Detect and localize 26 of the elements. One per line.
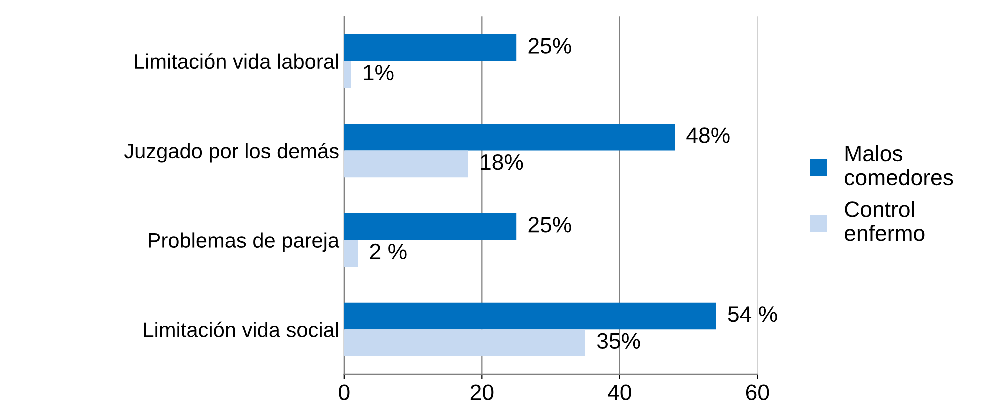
x-tick-label: 60 — [746, 384, 770, 400]
data-label: 18% — [481, 154, 524, 170]
y-tick-label: Limitación vida laboral — [135, 54, 338, 70]
y-tick-label: Juzgado por los demás — [124, 143, 339, 163]
data-label: 2 % — [370, 244, 407, 260]
data-label: 54 % — [728, 306, 778, 322]
y-tick-label: Problemas de pareja — [149, 232, 340, 252]
bar — [344, 213, 517, 240]
bar — [344, 330, 586, 357]
data-label: 25% — [528, 38, 572, 54]
x-tick-label: 40 — [608, 384, 632, 400]
data-label: 25% — [528, 217, 572, 233]
bar — [344, 34, 517, 62]
bar — [344, 124, 676, 151]
bar — [344, 150, 468, 178]
bar — [344, 302, 716, 330]
bar — [344, 61, 352, 88]
data-label: 35% — [597, 333, 640, 350]
y-tick-label: Limitación vida social — [144, 322, 338, 338]
data-label: 48% — [686, 128, 730, 144]
legend-label: Control enfermo — [845, 201, 925, 242]
data-label: 1% — [364, 65, 394, 81]
x-tick-label: 20 — [470, 384, 494, 400]
legend-label: Malos comedores — [845, 145, 954, 186]
bar — [344, 240, 358, 268]
x-tick-label: 0 — [339, 384, 350, 400]
